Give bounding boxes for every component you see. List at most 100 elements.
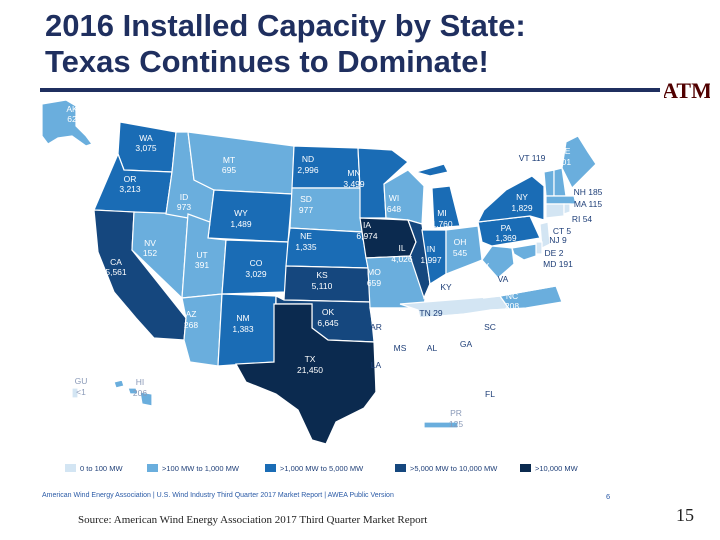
legend-swatch-3 — [395, 464, 406, 472]
label-mo-value: 659 — [367, 278, 381, 288]
label-mo-name: MO — [367, 267, 381, 277]
state-ga — [463, 309, 511, 377]
label-sc-name: SC — [484, 322, 496, 332]
label-oh-name: OH — [454, 237, 467, 247]
label-mn-name: MN — [347, 168, 360, 178]
legend-label-3: >5,000 MW to 10,000 MW — [410, 464, 498, 473]
label-ny-value: 1,829 — [511, 203, 533, 213]
label-al-name: AL — [427, 343, 438, 353]
slide-number: 15 — [676, 505, 694, 525]
state-md — [511, 243, 537, 261]
label-wi-value: 648 — [387, 204, 401, 214]
legend-item-2: >1,000 MW to 5,000 MW — [265, 464, 363, 473]
us-wind-capacity-map: AK 62 WA 3,075 OR 3,213 CA 5,561 NV 152 … — [41, 99, 603, 445]
label-ut-value: 391 — [195, 260, 209, 270]
label-me-name: ME — [558, 146, 571, 156]
label-de: DE 2 — [545, 248, 564, 258]
label-co-value: 3,029 — [245, 269, 267, 279]
label-gu-name: GU — [75, 376, 88, 386]
state-ak — [41, 99, 93, 147]
state-ny — [476, 175, 545, 223]
slide-title: 2016 Installed Capacity by State: Texas … — [45, 8, 655, 80]
label-wv-name: WV — [475, 261, 489, 271]
state-hi — [113, 379, 153, 407]
label-fl-name: FL — [485, 389, 495, 399]
label-ga-name: GA — [460, 339, 473, 349]
legend-label-1: >100 MW to 1,000 MW — [162, 464, 239, 473]
label-hi-value: 206 — [133, 388, 147, 398]
label-nd-value: 2,996 — [297, 165, 319, 175]
state-ri — [563, 203, 571, 215]
label-mt-value: 695 — [222, 165, 236, 175]
label-ia-name: IA — [363, 220, 371, 230]
territory-pr — [423, 421, 459, 429]
state-mi — [413, 163, 461, 229]
label-ms-name: MS — [394, 343, 407, 353]
label-wy-value: 1,489 — [230, 219, 252, 229]
state-de — [535, 241, 543, 255]
label-wa-value: 3,075 — [135, 143, 157, 153]
state-ma — [545, 195, 577, 205]
state-fl — [445, 373, 535, 439]
label-in-value: 1,997 — [420, 255, 442, 265]
label-ky-name: KY — [440, 282, 452, 292]
label-pa-value: 1,369 — [495, 233, 517, 243]
legend-item-4: >10,000 MW — [520, 464, 578, 473]
label-il-value: 4,026 — [391, 254, 413, 264]
label-az-value: 268 — [184, 320, 198, 330]
label-ne-value: 1,335 — [295, 242, 317, 252]
label-gu-value: <1 — [76, 387, 86, 397]
label-me-value: 901 — [557, 157, 571, 167]
label-az-name: AZ — [186, 309, 197, 319]
legend-swatch-1 — [147, 464, 158, 472]
label-ia-value: 6,974 — [356, 231, 378, 241]
state-mt — [187, 131, 295, 195]
legend-item-3: >5,000 MW to 10,000 MW — [395, 464, 497, 473]
label-nv-name: NV — [144, 238, 156, 248]
label-wi-name: WI — [389, 193, 399, 203]
label-ny-name: NY — [516, 192, 528, 202]
label-nc-name: NC — [506, 291, 518, 301]
label-in-name: IN — [427, 244, 436, 254]
report-footer: American Wind Energy Association | U.S. … — [42, 492, 394, 499]
report-page-number: 6 — [606, 492, 611, 501]
label-ca-value: 5,561 — [105, 267, 127, 277]
label-mt-name: MT — [223, 155, 235, 165]
label-ct: CT 5 — [553, 226, 572, 236]
state-me — [561, 135, 597, 190]
state-tx — [235, 303, 377, 445]
title-line-2: Texas Continues to Dominate! — [45, 44, 489, 79]
source-citation: Source: American Wind Energy Association… — [78, 514, 428, 526]
title-line-1: 2016 Installed Capacity by State: — [45, 8, 526, 43]
label-id-name: ID — [180, 192, 189, 202]
legend-label-2: >1,000 MW to 5,000 MW — [280, 464, 364, 473]
state-wv — [481, 245, 515, 279]
label-ma: MA 115 — [574, 199, 602, 209]
label-nm-name: NM — [236, 313, 249, 323]
logo-text: ATM — [664, 78, 710, 103]
label-ne-name: NE — [300, 231, 312, 241]
label-tx-value: 21,450 — [297, 365, 323, 375]
label-hi-name: HI — [136, 377, 145, 387]
label-id-value: 973 — [177, 202, 191, 212]
state-az — [181, 293, 223, 367]
label-pr-value: 125 — [449, 419, 463, 429]
legend-item-1: >100 MW to 1,000 MW — [147, 464, 239, 473]
legend-swatch-0 — [65, 464, 76, 472]
state-al — [437, 313, 473, 375]
label-ok-value: 6,645 — [317, 318, 339, 328]
label-vt: VT 119 — [519, 153, 546, 163]
label-ak-name: AK — [66, 104, 78, 114]
label-pr-name: PR — [450, 408, 462, 418]
label-nv-value: 152 — [143, 248, 157, 258]
label-mn-value: 3,499 — [343, 179, 365, 189]
legend-label-0: 0 to 100 MW — [80, 464, 123, 473]
label-ut-name: UT — [196, 250, 207, 260]
label-il-name: IL — [398, 243, 405, 253]
label-nc-value: 208 — [505, 301, 519, 311]
territory-gu — [71, 387, 79, 399]
label-co-name: CO — [250, 258, 263, 268]
label-va-name: VA — [498, 274, 509, 284]
state-vt — [543, 169, 555, 197]
university-logo: ATM — [664, 78, 710, 103]
